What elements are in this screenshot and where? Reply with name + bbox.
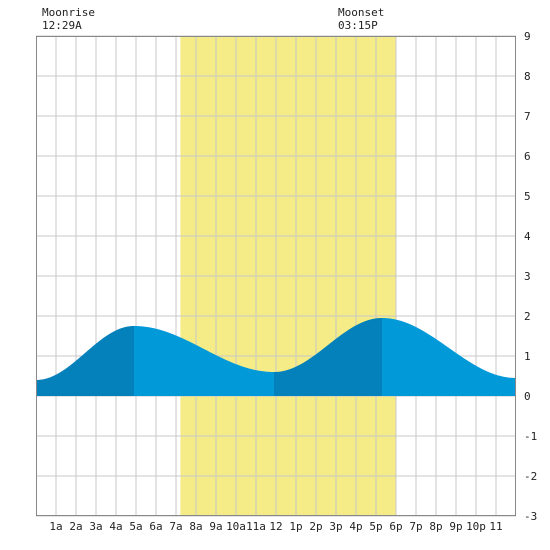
x-tick-label: 10p — [466, 520, 486, 533]
y-tick-label: 8 — [524, 70, 531, 83]
y-tick-label: -1 — [524, 430, 537, 443]
tide-rising-segment — [274, 318, 382, 396]
x-tick-label: 4a — [109, 520, 122, 533]
x-tick-label: 1p — [289, 520, 302, 533]
x-tick-label: 12 — [269, 520, 282, 533]
y-tick-label: 3 — [524, 270, 531, 283]
x-tick-label: 6a — [149, 520, 162, 533]
x-tick-label: 2a — [69, 520, 82, 533]
x-tick-label: 10a — [226, 520, 246, 533]
tide-falling-segment — [382, 318, 516, 396]
plot-frame — [36, 36, 516, 516]
y-tick-label: -3 — [524, 510, 537, 523]
y-tick-label: 1 — [524, 350, 531, 363]
y-tick-label: 4 — [524, 230, 531, 243]
x-tick-label: 9p — [449, 520, 462, 533]
x-tick-label: 5a — [129, 520, 142, 533]
x-tick-label: 3a — [89, 520, 102, 533]
x-tick-label: 11a — [246, 520, 266, 533]
y-tick-label: 2 — [524, 310, 531, 323]
moonrise-label: Moonrise — [42, 6, 95, 19]
x-tick-label: 7a — [169, 520, 182, 533]
x-tick-label: 2p — [309, 520, 322, 533]
x-tick-label: 11 — [489, 520, 502, 533]
x-tick-label: 8a — [189, 520, 202, 533]
y-tick-label: -2 — [524, 470, 537, 483]
y-axis-ticks: 9 8 7 6 5 4 3 2 1 0 -1 -2 -3 — [524, 30, 537, 523]
x-tick-label: 6p — [389, 520, 402, 533]
moon-annotations: Moonrise 12:29A Moonset 03:15P — [42, 6, 384, 32]
x-tick-label: 5p — [369, 520, 382, 533]
x-tick-label: 7p — [409, 520, 422, 533]
x-tick-label: 9a — [209, 520, 222, 533]
tide-falling-segment — [134, 326, 274, 396]
tide-area — [36, 318, 516, 396]
x-axis-ticks: 1a 2a 3a 4a 5a 6a 7a 8a 9a 10a 11a 12 1p 2p 3p 4p 5p 6p 7p… — [49, 520, 502, 533]
moonset-label: Moonset — [338, 6, 384, 19]
x-tick-label: 1a — [49, 520, 62, 533]
y-tick-label: 9 — [524, 30, 531, 43]
y-tick-label: 5 — [524, 190, 531, 203]
x-tick-label: 3p — [329, 520, 342, 533]
plot-border — [36, 36, 516, 516]
y-tick-label: 0 — [524, 390, 531, 403]
moonrise-time: 12:29A — [42, 19, 82, 32]
moonset-time: 03:15P — [338, 19, 378, 32]
y-tick-label: 7 — [524, 110, 531, 123]
x-tick-label: 4p — [349, 520, 362, 533]
y-tick-label: 6 — [524, 150, 531, 163]
x-tick-label: 8p — [429, 520, 442, 533]
tide-rising-segment — [36, 326, 134, 396]
